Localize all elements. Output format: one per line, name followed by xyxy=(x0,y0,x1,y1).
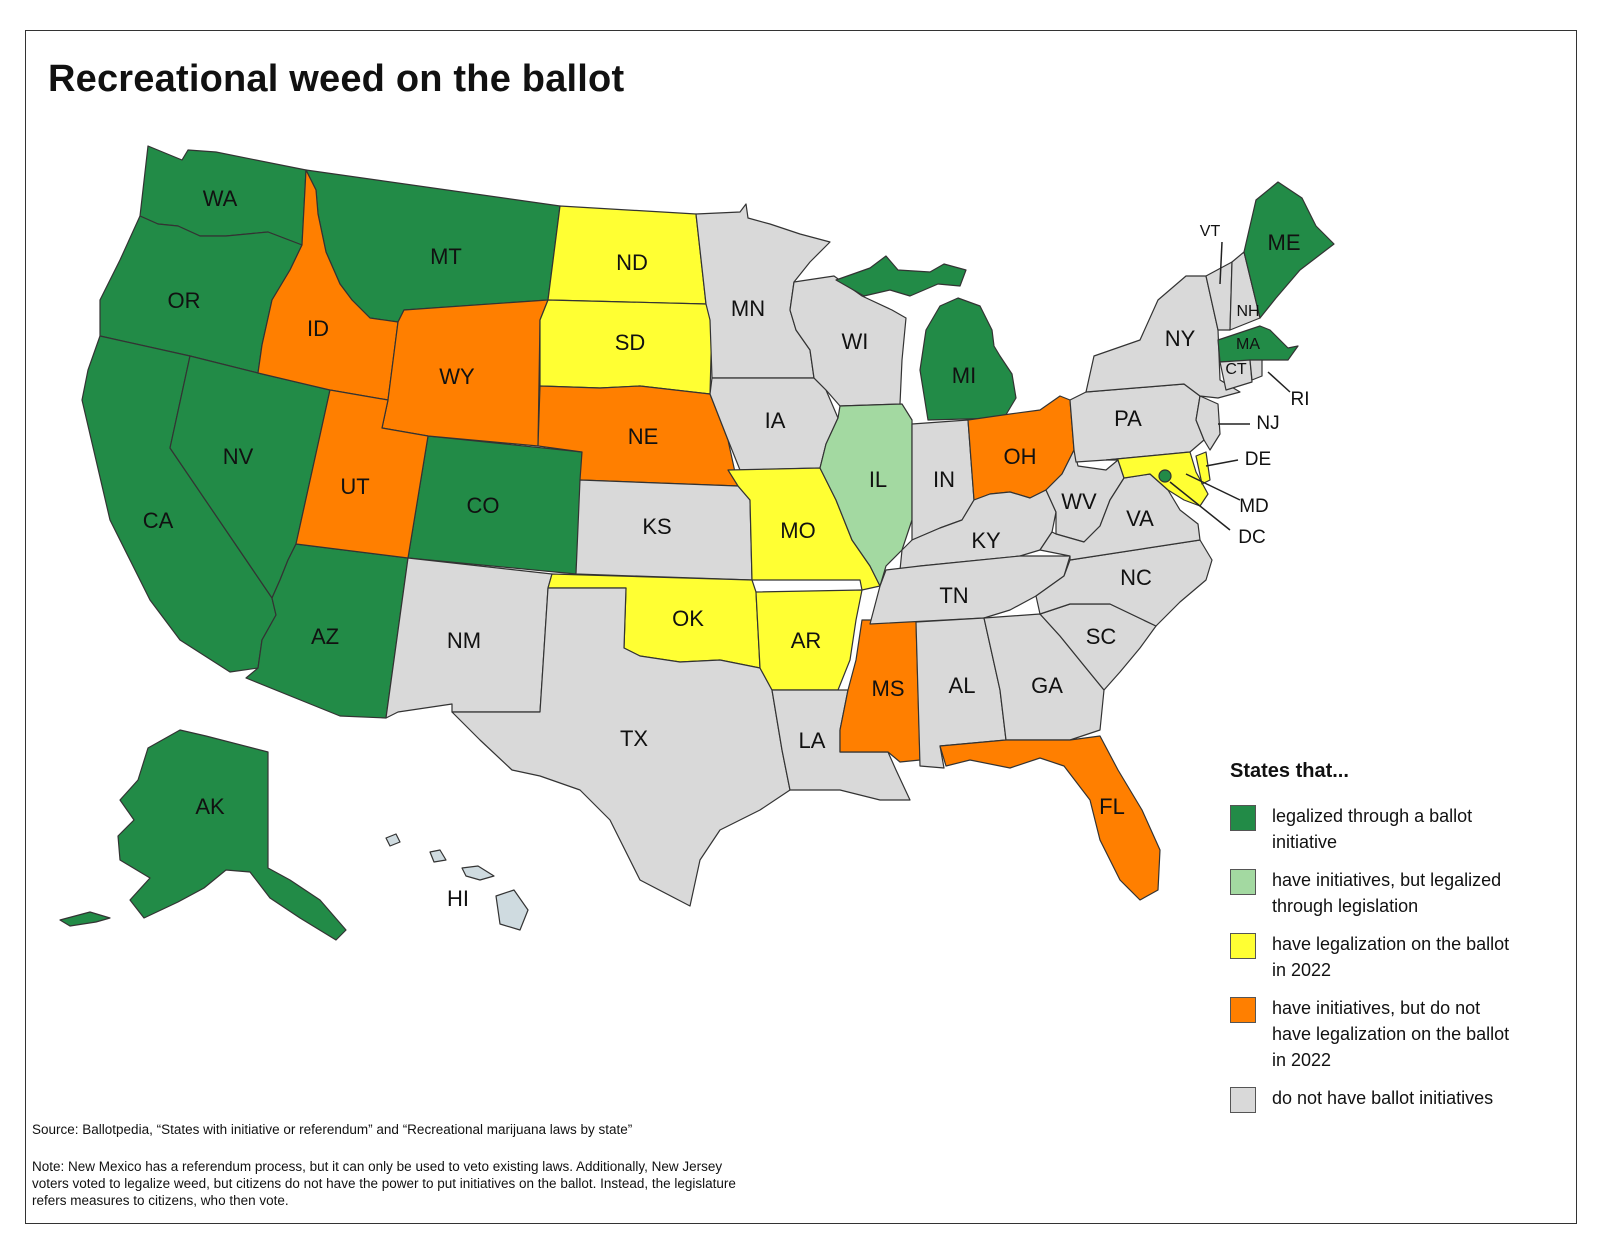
label-WI: WI xyxy=(842,329,869,354)
legend-item: have initiatives, but do not have legali… xyxy=(1230,995,1520,1073)
state-NJ xyxy=(1195,395,1221,451)
state-NC xyxy=(1035,539,1213,627)
legend-swatch xyxy=(1230,869,1256,895)
label-MO: MO xyxy=(780,518,815,543)
state-HI-kauai xyxy=(385,833,401,847)
label-OK: OK xyxy=(672,606,704,631)
label-WV: WV xyxy=(1061,489,1097,514)
label-CO: CO xyxy=(467,493,500,518)
legend-label: have initiatives, but legalized through … xyxy=(1272,870,1502,916)
legend-item: legalized through a ballot initiative xyxy=(1230,803,1520,855)
label-IL: IL xyxy=(869,467,887,492)
label-LA: LA xyxy=(799,728,826,753)
label-NM: NM xyxy=(447,628,481,653)
label-CA: CA xyxy=(143,508,174,533)
label-NE: NE xyxy=(628,424,659,449)
label-ND: ND xyxy=(616,250,648,275)
map-legend: States that... legalized through a ballo… xyxy=(1230,760,1520,1125)
legend-label: have initiatives, but do not have legali… xyxy=(1272,998,1510,1070)
label-AR: AR xyxy=(791,628,822,653)
label-TN: TN xyxy=(939,583,968,608)
label-NH: NH xyxy=(1236,303,1259,320)
label-OH: OH xyxy=(1004,444,1037,469)
legend-swatch xyxy=(1230,933,1256,959)
state-DE xyxy=(1195,451,1211,485)
label-MN: MN xyxy=(731,296,765,321)
legend-label: do not have ballot initiatives xyxy=(1272,1088,1494,1108)
label-NY: NY xyxy=(1165,326,1196,351)
label-DE: DE xyxy=(1245,449,1271,470)
label-KS: KS xyxy=(642,514,671,539)
label-SC: SC xyxy=(1086,624,1117,649)
label-KY: KY xyxy=(971,528,1001,553)
label-AZ: AZ xyxy=(311,624,339,649)
label-IN: IN xyxy=(933,467,955,492)
state-DC-marker xyxy=(1158,469,1172,483)
label-ME: ME xyxy=(1268,230,1301,255)
label-MS: MS xyxy=(872,676,905,701)
state-HI-maui xyxy=(461,865,495,881)
legend-swatch xyxy=(1230,805,1256,831)
legend-title: States that... xyxy=(1230,760,1349,782)
state-MI xyxy=(919,297,1017,421)
state-ME xyxy=(1243,181,1335,319)
legend-item: have initiatives, but legalized through … xyxy=(1230,867,1520,919)
legend-swatch xyxy=(1230,997,1256,1023)
label-VA: VA xyxy=(1126,506,1154,531)
note-text: Note: New Mexico has a referendum proces… xyxy=(32,1159,736,1208)
label-RI: RI xyxy=(1291,389,1310,410)
legend-item: have legalization on the ballot in 2022 xyxy=(1230,931,1520,983)
label-NV: NV xyxy=(223,444,254,469)
state-FL xyxy=(939,735,1161,901)
label-WA: WA xyxy=(203,186,238,211)
label-TX: TX xyxy=(620,726,648,751)
label-VT: VT xyxy=(1200,223,1221,240)
label-MD: MD xyxy=(1239,496,1269,517)
legend-label: have legalization on the ballot in 2022 xyxy=(1272,934,1510,980)
state-TX xyxy=(451,587,791,907)
label-MT: MT xyxy=(430,244,462,269)
state-AK xyxy=(117,729,347,941)
state-AK-islands xyxy=(59,911,111,927)
label-DC: DC xyxy=(1238,527,1265,548)
label-AL: AL xyxy=(949,673,976,698)
state-RI xyxy=(1249,359,1263,381)
legend-label: legalized through a ballot initiative xyxy=(1272,806,1473,852)
state-MI-upper xyxy=(835,255,967,297)
label-AK: AK xyxy=(195,794,225,819)
state-AR xyxy=(755,589,863,691)
state-NE xyxy=(537,385,739,487)
label-FL: FL xyxy=(1099,794,1125,819)
label-GA: GA xyxy=(1031,673,1063,698)
label-PA: PA xyxy=(1114,406,1142,431)
legend-items: legalized through a ballot initiative ha… xyxy=(1230,803,1520,1113)
label-WY: WY xyxy=(439,364,475,389)
label-MI: MI xyxy=(952,363,976,388)
state-UT xyxy=(295,389,429,559)
label-UT: UT xyxy=(340,474,369,499)
source-text: Source: Ballotpedia, “States with initia… xyxy=(32,1122,633,1137)
state-HI-big xyxy=(495,889,529,931)
label-OR: OR xyxy=(168,288,201,313)
label-CT: CT xyxy=(1225,361,1247,378)
state-CT xyxy=(1219,359,1253,391)
label-NJ: NJ xyxy=(1256,413,1279,434)
label-NC: NC xyxy=(1120,565,1152,590)
legend-item: do not have ballot initiatives xyxy=(1230,1085,1520,1113)
label-ID: ID xyxy=(307,316,329,341)
label-SD: SD xyxy=(615,330,646,355)
label-HI: HI xyxy=(447,886,469,911)
state-HI-oahu xyxy=(429,849,447,863)
legend-swatch xyxy=(1230,1087,1256,1113)
label-IA: IA xyxy=(765,408,786,433)
map-title: Recreational weed on the ballot xyxy=(48,58,625,100)
leader-lines xyxy=(1169,241,1291,531)
label-MA: MA xyxy=(1236,336,1260,353)
